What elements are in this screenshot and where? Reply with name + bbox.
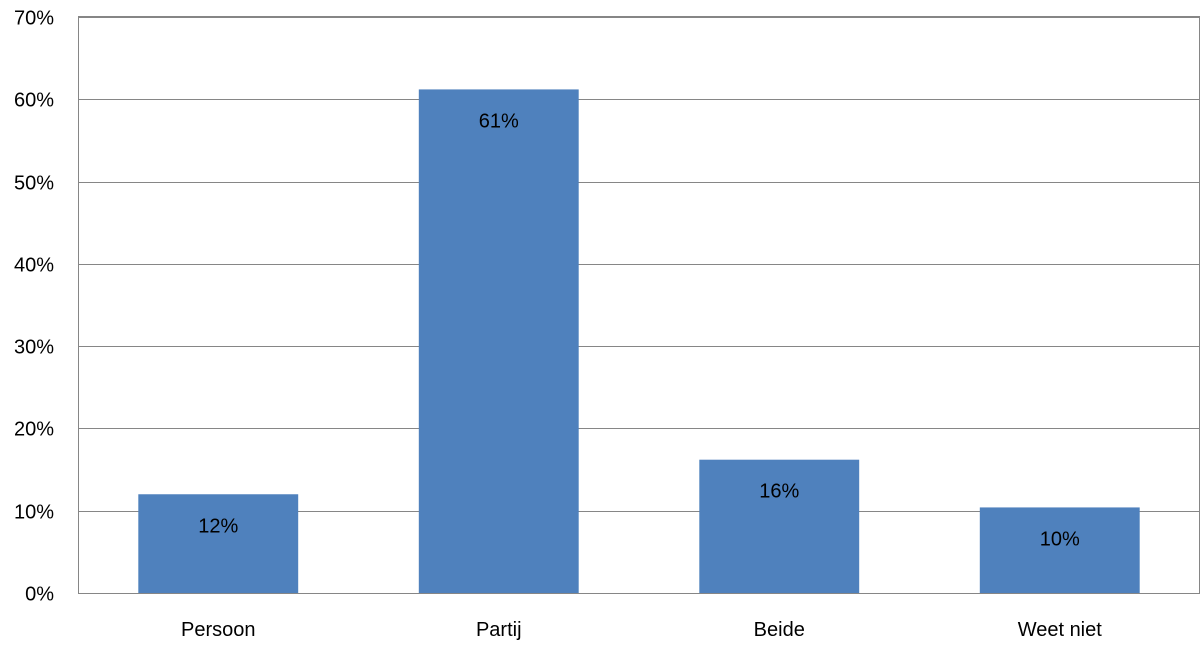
y-tick-label: 40%: [14, 255, 54, 277]
data-label: 61%: [479, 110, 519, 132]
y-tick-label: 30%: [14, 337, 54, 359]
y-tick-label: 50%: [14, 173, 54, 195]
bar-persoon: [138, 494, 299, 593]
bar-beide: [699, 459, 860, 593]
y-tick-label: 10%: [14, 502, 54, 524]
x-category-label: Persoon: [181, 619, 256, 641]
data-labels: 12% 61% 16% 10%: [198, 110, 1080, 550]
y-tick-label: 20%: [14, 419, 54, 441]
x-axis-category-labels: Persoon Partij Beide Weet niet: [181, 619, 1102, 641]
gridlines: [78, 17, 1200, 512]
x-category-label: Partij: [476, 619, 522, 641]
data-label: 10%: [1040, 528, 1080, 550]
y-axis-tick-labels: 0% 10% 20% 30% 40% 50% 60% 70%: [14, 8, 54, 606]
y-tick-label: 60%: [14, 90, 54, 112]
x-category-label: Beide: [754, 619, 805, 641]
x-category-label: Weet niet: [1018, 619, 1103, 641]
data-label: 16%: [759, 481, 799, 503]
y-tick-label: 0%: [25, 584, 54, 606]
bars: [138, 89, 1140, 593]
y-tick-label: 70%: [14, 8, 54, 30]
bar-partij: [418, 89, 579, 593]
bar-weet-niet: [979, 507, 1140, 593]
data-label: 12%: [198, 515, 238, 537]
